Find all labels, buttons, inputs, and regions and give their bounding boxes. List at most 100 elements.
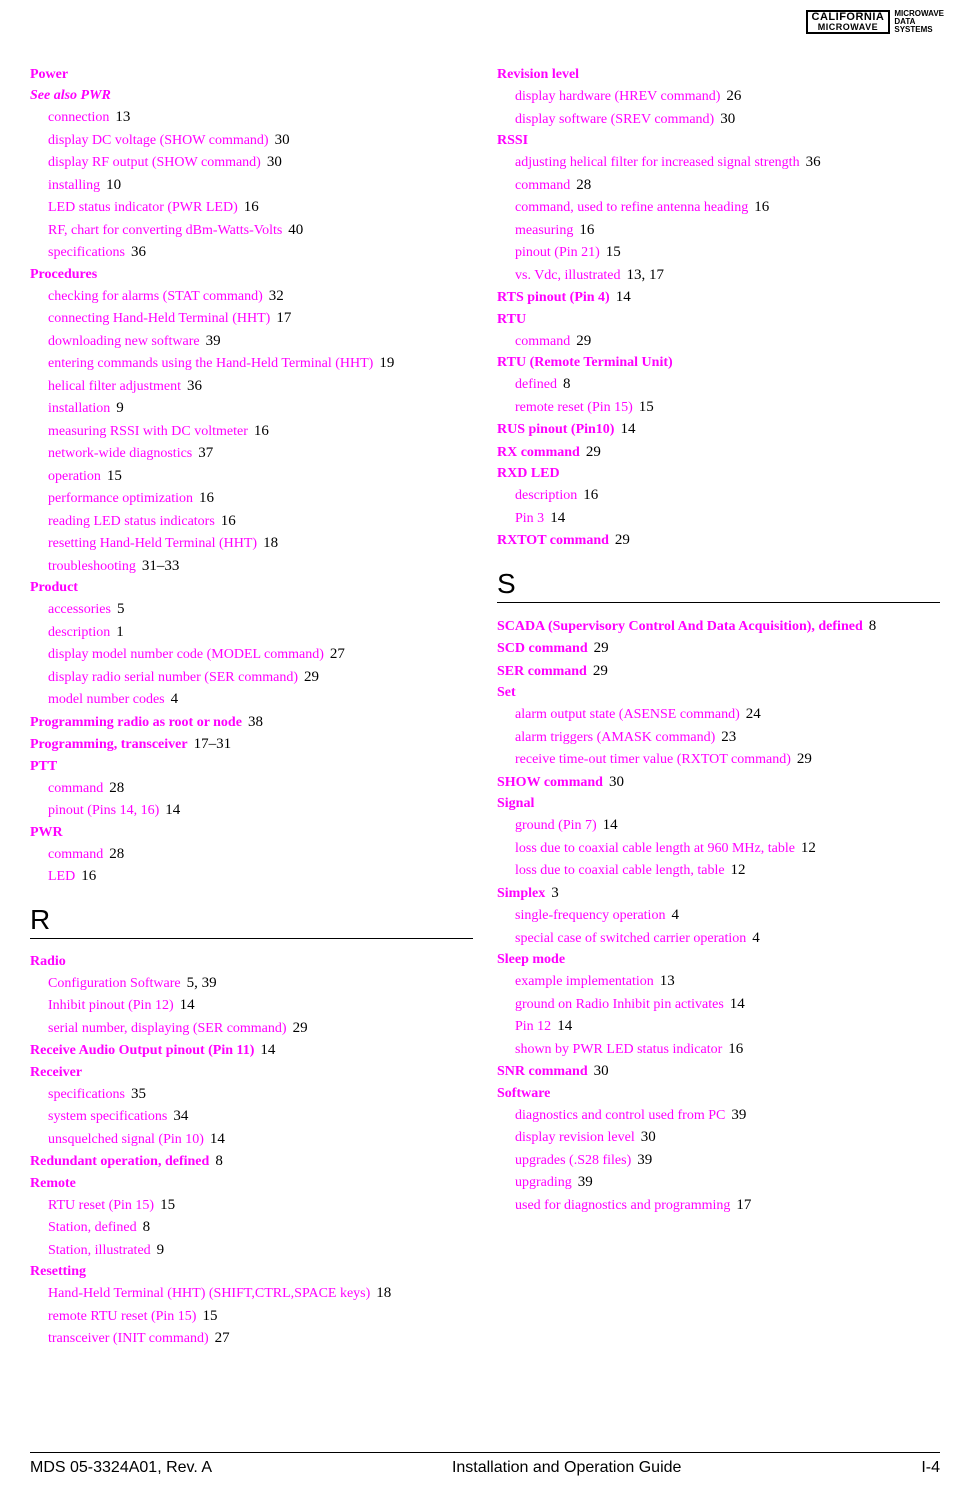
index-link[interactable]: description — [515, 488, 577, 503]
index-link[interactable]: RTS pinout (Pin 4) — [497, 290, 610, 305]
index-heading[interactable]: Programming, transceiver17–31 — [30, 733, 473, 756]
index-link[interactable]: Station, illustrated — [48, 1243, 151, 1258]
index-subentry[interactable]: remote RTU reset (Pin 15)15 — [48, 1305, 473, 1328]
index-link[interactable]: Radio — [30, 954, 66, 969]
index-link[interactable]: pinout (Pin 21) — [515, 245, 600, 260]
index-subentry[interactable]: command29 — [515, 330, 940, 353]
index-link[interactable]: RUS pinout (Pin10) — [497, 422, 614, 437]
index-link[interactable]: measuring — [515, 223, 573, 238]
index-subentry[interactable]: accessories5 — [48, 598, 473, 621]
index-link[interactable]: display hardware (HREV command) — [515, 89, 720, 104]
index-heading[interactable]: SER command29 — [497, 660, 940, 683]
index-subentry[interactable]: display hardware (HREV command)26 — [515, 85, 940, 108]
index-subentry[interactable]: pinout (Pin 21)15 — [515, 241, 940, 264]
index-heading[interactable]: SNR command30 — [497, 1060, 940, 1083]
index-subentry[interactable]: pinout (Pins 14, 16)14 — [48, 799, 473, 822]
index-heading[interactable]: RTU (Remote Terminal Unit) — [497, 352, 940, 373]
index-heading[interactable]: Remote — [30, 1173, 473, 1194]
index-heading[interactable]: Resetting — [30, 1261, 473, 1282]
index-subentry[interactable]: display model number code (MODEL command… — [48, 643, 473, 666]
index-subentry[interactable]: entering commands using the Hand-Held Te… — [48, 352, 473, 375]
index-subentry[interactable]: description1 — [48, 621, 473, 644]
index-heading[interactable]: RXTOT command29 — [497, 529, 940, 552]
index-heading[interactable]: RXD LED — [497, 463, 940, 484]
index-link[interactable]: Redundant operation, defined — [30, 1154, 209, 1169]
index-subentry[interactable]: upgrades (.S28 files)39 — [515, 1149, 940, 1172]
index-link[interactable]: specifications — [48, 1087, 125, 1102]
index-subentry[interactable]: connecting Hand-Held Terminal (HHT)17 — [48, 307, 473, 330]
index-link[interactable]: Remote — [30, 1176, 76, 1191]
index-subentry[interactable]: LED status indicator (PWR LED)16 — [48, 196, 473, 219]
index-heading[interactable]: See also PWR — [30, 85, 473, 106]
index-heading[interactable]: SHOW command30 — [497, 771, 940, 794]
index-subentry[interactable]: RTU reset (Pin 15)15 — [48, 1194, 473, 1217]
index-subentry[interactable]: diagnostics and control used from PC39 — [515, 1104, 940, 1127]
index-subentry[interactable]: reading LED status indicators16 — [48, 510, 473, 533]
index-heading[interactable]: Procedures — [30, 264, 473, 285]
index-subentry[interactable]: Hand-Held Terminal (HHT) (SHIFT,CTRL,SPA… — [48, 1282, 473, 1305]
index-link[interactable]: LED status indicator (PWR LED) — [48, 200, 238, 215]
index-subentry[interactable]: RF, chart for converting dBm-Watts-Volts… — [48, 219, 473, 242]
index-heading[interactable]: RUS pinout (Pin10)14 — [497, 418, 940, 441]
index-link[interactable]: Pin 12 — [515, 1019, 551, 1034]
index-heading[interactable]: Revision level — [497, 64, 940, 85]
index-link[interactable]: LED — [48, 869, 75, 884]
index-link[interactable]: special case of switched carrier operati… — [515, 931, 746, 946]
index-link[interactable]: PWR — [30, 825, 63, 840]
index-link[interactable]: display radio serial number (SER command… — [48, 670, 298, 685]
index-link[interactable]: Receive Audio Output pinout (Pin 11) — [30, 1043, 254, 1058]
index-link[interactable]: installation — [48, 401, 110, 416]
index-subentry[interactable]: LED16 — [48, 865, 473, 888]
index-subentry[interactable]: description16 — [515, 484, 940, 507]
index-link[interactable]: display model number code (MODEL command… — [48, 647, 324, 662]
index-link[interactable]: example implementation — [515, 974, 654, 989]
index-subentry[interactable]: resetting Hand-Held Terminal (HHT)18 — [48, 532, 473, 555]
index-heading[interactable]: Redundant operation, defined8 — [30, 1150, 473, 1173]
index-link[interactable]: shown by PWR LED status indicator — [515, 1042, 722, 1057]
index-heading[interactable]: Receive Audio Output pinout (Pin 11)14 — [30, 1039, 473, 1062]
index-subentry[interactable]: transceiver (INIT command)27 — [48, 1327, 473, 1350]
index-subentry[interactable]: specifications35 — [48, 1083, 473, 1106]
index-link[interactable]: single-frequency operation — [515, 908, 665, 923]
index-heading[interactable]: RSSI — [497, 130, 940, 151]
index-link[interactable]: Programming, transceiver — [30, 737, 188, 752]
index-heading[interactable]: SCD command29 — [497, 637, 940, 660]
index-link[interactable]: downloading new software — [48, 334, 200, 349]
index-heading[interactable]: Receiver — [30, 1062, 473, 1083]
index-subentry[interactable]: remote reset (Pin 15)15 — [515, 396, 940, 419]
index-link[interactable]: Software — [497, 1086, 550, 1101]
index-link[interactable]: receive time-out timer value (RXTOT comm… — [515, 752, 791, 767]
index-link[interactable]: See also PWR — [30, 88, 111, 103]
index-subentry[interactable]: installation9 — [48, 397, 473, 420]
index-link[interactable]: SCADA (Supervisory Control And Data Acqu… — [497, 619, 863, 634]
index-subentry[interactable]: loss due to coaxial cable length, table1… — [515, 859, 940, 882]
index-link[interactable]: measuring RSSI with DC voltmeter — [48, 424, 248, 439]
index-link[interactable]: SCD command — [497, 641, 588, 656]
index-link[interactable]: RTU reset (Pin 15) — [48, 1198, 154, 1213]
index-link[interactable]: specifications — [48, 245, 125, 260]
index-link[interactable]: Programming radio as root or node — [30, 715, 242, 730]
index-link[interactable]: RX command — [497, 445, 580, 460]
index-heading[interactable]: Simplex3 — [497, 882, 940, 905]
index-link[interactable]: Hand-Held Terminal (HHT) (SHIFT,CTRL,SPA… — [48, 1286, 370, 1301]
index-link[interactable]: serial number, displaying (SER command) — [48, 1021, 287, 1036]
index-heading[interactable]: PWR — [30, 822, 473, 843]
index-heading[interactable]: Product — [30, 577, 473, 598]
index-link[interactable]: system specifications — [48, 1109, 167, 1124]
index-heading[interactable]: PTT — [30, 756, 473, 777]
index-subentry[interactable]: alarm output state (ASENSE command)24 — [515, 703, 940, 726]
index-subentry[interactable]: ground on Radio Inhibit pin activates14 — [515, 993, 940, 1016]
index-link[interactable]: pinout (Pins 14, 16) — [48, 803, 159, 818]
index-link[interactable]: vs. Vdc, illustrated — [515, 268, 621, 283]
index-subentry[interactable]: Station, illustrated9 — [48, 1239, 473, 1262]
index-link[interactable]: transceiver (INIT command) — [48, 1331, 209, 1346]
index-subentry[interactable]: upgrading39 — [515, 1171, 940, 1194]
index-subentry[interactable]: loss due to coaxial cable length at 960 … — [515, 837, 940, 860]
index-link[interactable]: reading LED status indicators — [48, 514, 215, 529]
index-subentry[interactable]: model number codes4 — [48, 688, 473, 711]
index-subentry[interactable]: adjusting helical filter for increased s… — [515, 151, 940, 174]
index-link[interactable]: display software (SREV command) — [515, 112, 714, 127]
index-subentry[interactable]: system specifications34 — [48, 1105, 473, 1128]
index-subentry[interactable]: command28 — [48, 777, 473, 800]
index-link[interactable]: SNR command — [497, 1064, 588, 1079]
